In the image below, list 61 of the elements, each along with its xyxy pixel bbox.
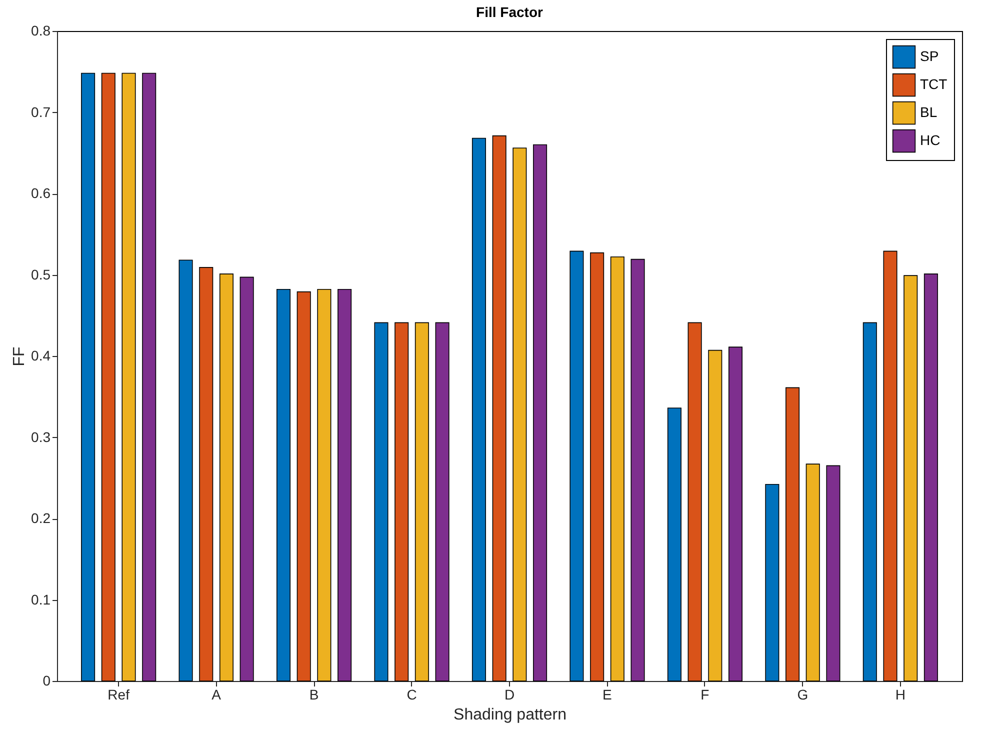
y-axis-title: FF (11, 346, 28, 366)
bar (667, 408, 682, 682)
bar (728, 346, 743, 682)
legend-label: HC (920, 132, 940, 148)
bar (178, 260, 193, 682)
x-tick-label: H (895, 686, 906, 702)
bar (630, 258, 645, 682)
x-tick-label: A (212, 686, 222, 702)
bar (765, 484, 780, 682)
y-tick-label: 0.1 (31, 591, 51, 608)
bar (826, 465, 840, 682)
y-tick-label: 0.5 (31, 266, 51, 282)
bar (472, 138, 486, 682)
bar (338, 288, 352, 682)
x-tick-label: B (309, 686, 319, 702)
bar (708, 350, 722, 682)
bar (435, 322, 450, 682)
bar (492, 135, 506, 682)
bar (610, 256, 624, 682)
bar (317, 288, 332, 682)
bar (688, 322, 702, 682)
legend-label: BL (920, 104, 938, 120)
bar (512, 148, 527, 682)
bar (786, 387, 800, 682)
bar (570, 250, 584, 682)
bar (394, 322, 409, 682)
bar (199, 267, 214, 682)
bar (924, 274, 938, 682)
x-tick-label: Ref (108, 686, 130, 702)
y-tick-label: 0.3 (31, 428, 51, 445)
x-tick-label: C (406, 686, 417, 702)
bar (904, 275, 918, 682)
y-tick-label: 0.2 (31, 510, 51, 526)
legend-label: SP (920, 48, 939, 64)
y-tick-label: 0 (42, 672, 51, 688)
bar (296, 291, 311, 682)
bar (533, 144, 548, 682)
x-tick-label: G (797, 686, 808, 702)
bar (276, 288, 291, 682)
bar (590, 252, 604, 682)
x-tick-label: D (504, 686, 515, 702)
y-tick-label: 0.6 (31, 185, 51, 201)
bar (81, 72, 96, 682)
chart-title: Fill Factor (476, 4, 544, 20)
legend-label: TCT (920, 76, 948, 92)
bar (142, 72, 156, 682)
x-tick-label: E (602, 686, 612, 702)
y-tick-label: 0.4 (31, 348, 51, 364)
bar (806, 464, 820, 682)
bar (374, 322, 388, 682)
bar (883, 250, 898, 682)
bar (414, 322, 429, 682)
bar (122, 72, 136, 682)
x-tick-label: F (700, 686, 710, 702)
bar (101, 72, 116, 682)
y-tick-label: 0.7 (31, 104, 51, 120)
bar (240, 276, 254, 682)
y-tick-label: 0.8 (31, 22, 51, 38)
bar (219, 274, 234, 682)
x-axis-title: Shading pattern (454, 706, 566, 724)
bar (862, 322, 877, 682)
